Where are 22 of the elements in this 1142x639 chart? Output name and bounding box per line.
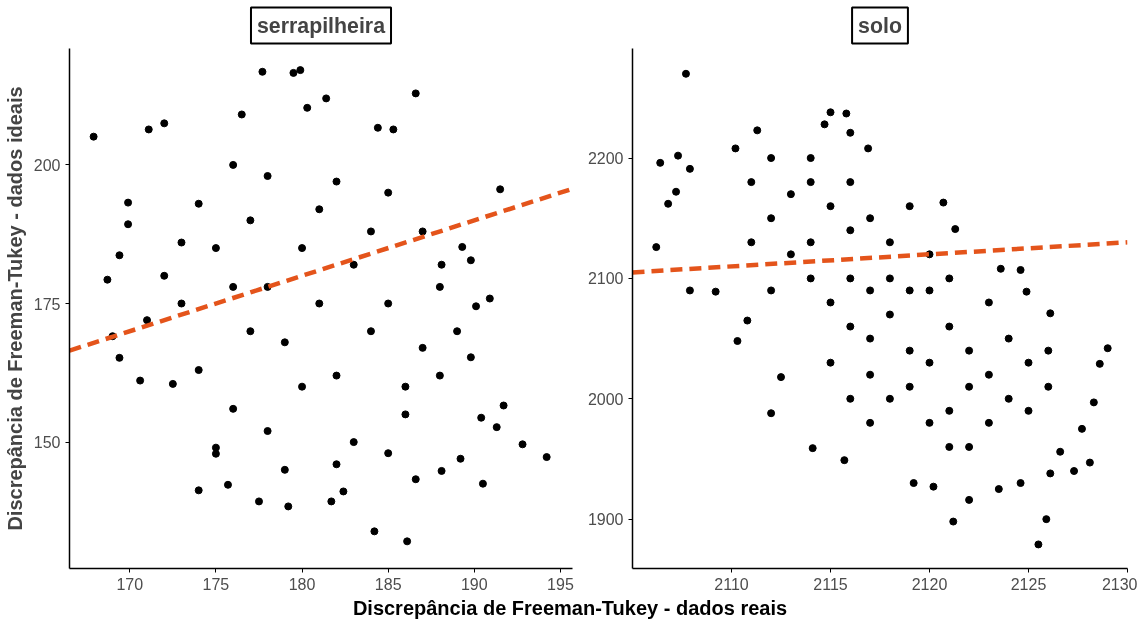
x-tick-label: 2120 bbox=[911, 575, 948, 593]
chart-title: serrapilheira bbox=[256, 13, 386, 38]
x-tick-label: 170 bbox=[116, 575, 144, 593]
x-tick-label: 180 bbox=[288, 575, 316, 593]
chart-title: solo bbox=[858, 13, 902, 38]
x-tick-label: 190 bbox=[460, 575, 488, 593]
y-tick-label: 200 bbox=[33, 156, 61, 174]
y-tick-label: 2200 bbox=[587, 150, 624, 168]
x-tick-label: 2130 bbox=[1101, 575, 1138, 593]
x-tick-label: 2110 bbox=[714, 575, 749, 593]
y-tick-label: 175 bbox=[33, 295, 61, 313]
x-axis-title: Discrepância de Freeman-Tukey - dados reais bbox=[352, 596, 788, 621]
y-tick-label: 2100 bbox=[587, 270, 624, 288]
y-tick-label: 2000 bbox=[587, 390, 624, 408]
x-tick-label: 2125 bbox=[1010, 575, 1047, 593]
x-tick-label: 2115 bbox=[813, 575, 848, 593]
y-axis-title: Discrepância de Freeman-Tukey - dados ideais bbox=[3, 86, 26, 531]
y-tick-label: 150 bbox=[33, 434, 61, 452]
x-tick-label: 175 bbox=[202, 575, 230, 593]
x-tick-label: 185 bbox=[374, 575, 402, 593]
y-tick-label: 1900 bbox=[587, 511, 624, 529]
x-tick-label: 195 bbox=[547, 575, 574, 593]
